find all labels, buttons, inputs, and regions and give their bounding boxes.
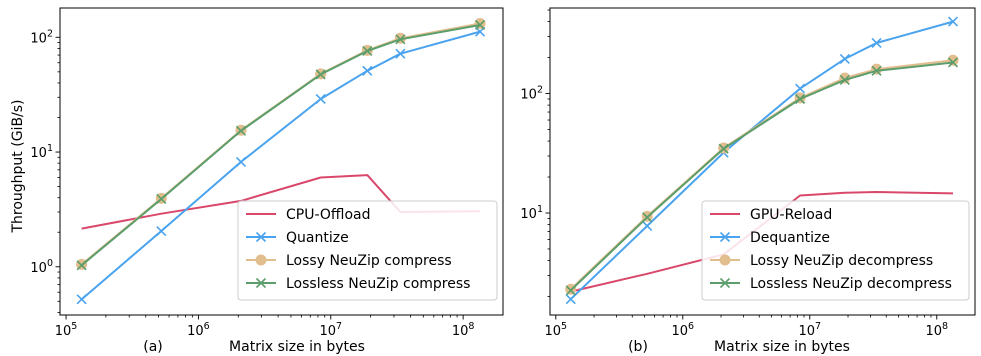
legend-label: Lossy NeuZip compress [286,253,452,269]
legend-item: GPU-Reload [710,207,832,223]
panel-a: 105 106 107 108 100 101 102 CPU-Offload Quantiz… [30,7,504,355]
legend-label: CPU-Offload [286,207,371,223]
legend-item: Dequantize [710,230,830,246]
legend: GPU-Reload Dequantize Lossy NeuZip decompr… [701,200,970,301]
series-line [570,191,954,293]
x-tick-label: 106 [187,321,210,339]
data-point [315,69,326,80]
legend-label: Lossless NeuZip compress [286,276,470,292]
data-point [475,19,486,31]
panel-label: (b) [628,339,648,355]
data-point [315,93,326,105]
plot-area-frame [59,7,504,316]
x-axis-label: Matrix size in bytes [714,339,850,355]
series-lossless-neuzip-compress [76,19,486,271]
series-gpu-reload [570,191,954,293]
data-point [642,212,653,223]
data-point [871,65,882,76]
y-axis-label: Throughput (GiB/s) [10,99,26,233]
data-point [718,143,729,154]
legend-item: Quantize [246,230,349,246]
y-tick-label: 101 [520,204,543,222]
data-point [565,285,576,296]
data-point [947,16,959,27]
data-point [947,57,959,68]
panel-b: 105 106 107 108 101 102 GPU-Reload Dequantize L… [520,7,976,355]
x-tick-label: 105 [55,321,78,339]
legend-label: GPU-Reload [750,207,832,223]
x-axis-label: Matrix size in bytes [229,339,365,355]
x-tick-label: 107 [319,321,342,339]
legend-marker [719,231,731,243]
legend-box [701,200,970,301]
legend-item: Lossless NeuZip compress [246,276,470,292]
legend-marker [255,254,267,266]
data-point [395,48,406,59]
y-tick-label: 101 [30,143,53,161]
legend-label: Lossy NeuZip decompress [750,253,933,269]
legend-item: CPU-Offload [246,207,371,223]
panel-label: (a) [143,339,163,355]
legend-marker [719,277,731,289]
legend-item: Lossless NeuZip decompress [710,276,952,292]
series-lossless-neuzip-decompress [565,57,959,296]
x-tick-label: 108 [452,321,475,339]
data-point [362,45,373,57]
tick-group: 105 106 107 108 100 101 102 [30,28,474,339]
data-point [235,125,247,136]
legend-item: Lossy NeuZip compress [246,253,452,269]
data-point [839,53,850,64]
x-tick-label: 105 [545,321,568,339]
x-tick-label: 106 [672,321,695,339]
series-group [76,17,486,305]
y-tick-label: 100 [30,258,53,276]
legend-label: Quantize [286,230,349,246]
legend-marker [719,254,731,266]
legend-box [237,200,498,301]
series-group [565,16,959,305]
plot-area-frame [549,7,976,316]
data-point [235,156,247,167]
y-tick-label: 102 [30,28,53,46]
data-point [795,83,806,94]
data-point [76,294,87,305]
x-tick-label: 108 [925,321,948,339]
data-point [156,193,167,205]
legend-marker [255,277,267,289]
tick-group: 105 106 107 108 101 102 [520,9,948,339]
data-point [156,225,167,237]
data-point [795,93,806,105]
x-tick-label: 107 [798,321,821,339]
legend-marker [255,231,267,243]
data-point [395,34,406,45]
y-tick-label: 102 [520,85,543,103]
legend: CPU-Offload Quantize Lossy NeuZip compress… [237,200,498,301]
data-point [474,17,486,29]
data-point [642,220,653,231]
data-point [871,37,882,49]
legend-item: Lossy NeuZip decompress [710,253,933,269]
legend-label: Lossless NeuZip decompress [750,276,952,292]
legend-label: Dequantize [750,230,830,246]
data-point [839,74,850,85]
data-point [565,294,576,305]
data-point [76,260,87,271]
data-point [362,65,373,76]
